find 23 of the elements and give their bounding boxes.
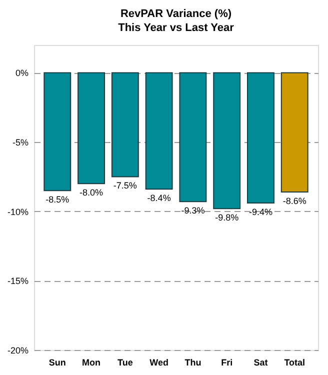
x-tick-label: Sat	[254, 358, 268, 368]
x-tick-label: Fri	[221, 358, 233, 368]
x-tick-label: Tue	[117, 358, 133, 368]
y-tick-label: -5%	[12, 138, 28, 148]
data-label: -8.0%	[80, 188, 104, 198]
data-label: -9.8%	[215, 212, 239, 223]
y-tick-label: 0%	[15, 68, 28, 78]
y-tick-label: -10%	[7, 206, 28, 217]
data-label: -7.5%	[113, 180, 137, 191]
data-label: -9.4%	[248, 207, 272, 218]
x-tick-label: Wed	[150, 358, 168, 368]
x-tick-label: Thu	[184, 358, 202, 368]
y-tick-label: -15%	[7, 276, 28, 286]
x-tick-label: Sun	[48, 358, 66, 368]
x-tick-label: Mon	[82, 358, 101, 368]
chart-subtitle: This Year vs Last Year	[118, 22, 235, 34]
data-label: -8.4%	[147, 193, 171, 204]
y-tick-label: -20%	[7, 346, 28, 356]
chart-title: RevPAR Variance (%)	[120, 8, 232, 20]
x-tick-label: Total	[284, 358, 306, 368]
data-label: -8.6%	[282, 196, 306, 206]
data-label: -8.5%	[46, 194, 70, 205]
data-label: -9.3%	[181, 206, 205, 216]
